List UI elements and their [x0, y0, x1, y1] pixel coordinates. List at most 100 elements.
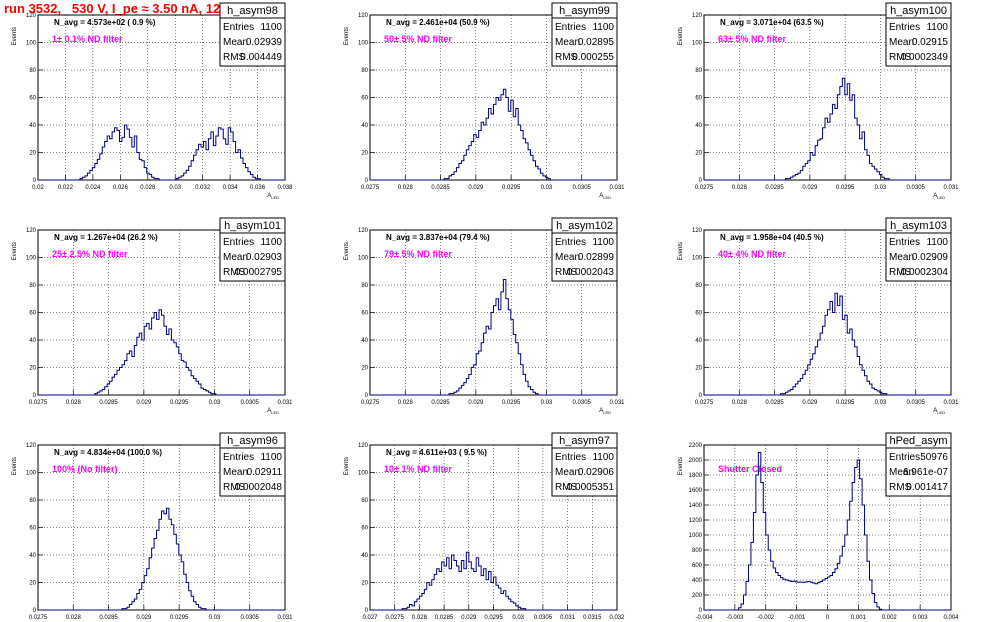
x-axis-title: ALED — [599, 408, 611, 415]
y-tick-label: 20 — [29, 581, 36, 587]
stats-value: 0.001417 — [906, 482, 948, 493]
x-tick-label: 0.0285 — [431, 400, 450, 406]
x-tick-label: 0.028 — [732, 185, 748, 191]
y-tick-label: 40 — [29, 553, 36, 559]
stats-label: Mean — [555, 252, 580, 263]
y-tick-label: 1800 — [689, 473, 703, 479]
filter-annotation: 79± 5% ND filter — [384, 249, 452, 259]
x-tick-label: 0.026 — [113, 185, 129, 191]
histogram-name: h_asym101 — [224, 220, 281, 232]
y-tick-label: 80 — [29, 68, 36, 74]
y-tick-label: 400 — [692, 578, 703, 584]
stats-value: 0.02903 — [246, 252, 283, 263]
stats-value: 0.0005351 — [567, 482, 615, 493]
histogram-panel: 0.0275 0.028 0.0285 0.029 0.0295 0.03 0.0305 0.… — [678, 2, 959, 200]
x-tick-label: 0.022 — [58, 185, 74, 191]
x-tick-label: 0.0295 — [502, 400, 521, 406]
histogram-series — [38, 309, 285, 396]
y-tick-label: 0 — [365, 608, 369, 614]
histogram-series — [704, 77, 951, 181]
x-tick-label: 0.0295 — [170, 615, 189, 621]
y-tick-label: 0 — [33, 608, 37, 614]
x-tick-label: 0.034 — [223, 185, 239, 191]
filter-annotation: Shutter Closed — [718, 464, 782, 474]
stats-label: Mean — [889, 37, 914, 48]
histogram-series — [704, 452, 951, 611]
x-tick-label: 0.001 — [851, 615, 867, 621]
x-tick-label: 0.024 — [85, 185, 101, 191]
stats-label: RMS — [223, 482, 246, 493]
y-tick-label: 0 — [365, 393, 369, 399]
stats-value: 6.961e-07 — [903, 467, 948, 478]
stats-value: 50976 — [920, 452, 948, 463]
y-tick-label: 120 — [26, 13, 37, 19]
n-avg-label: N_avg = 4.611e+03 ( 9.5 %) — [386, 448, 487, 457]
y-tick-label: 40 — [361, 338, 368, 344]
filter-annotation: 40± 4% ND filter — [718, 249, 786, 259]
y-tick-label: 40 — [29, 123, 36, 129]
stats-box — [219, 447, 286, 497]
y-tick-label: 0 — [365, 178, 369, 184]
x-tick-label: 0.0305 — [907, 400, 926, 406]
x-tick-label: 0.0315 — [583, 615, 602, 621]
stats-label: Mean — [889, 467, 914, 478]
histogram-panel: 0.0275 0.028 0.0285 0.029 0.0295 0.03 0.0305 0.… — [344, 2, 625, 200]
x-tick-label: 0.028 — [412, 615, 428, 621]
x-tick-label: 0.028 — [140, 185, 156, 191]
stats-value: 0.02909 — [912, 252, 949, 263]
stats-value: 0.02906 — [578, 467, 615, 478]
y-axis-title: Events — [12, 242, 18, 260]
x-tick-label: 0.0305 — [241, 400, 260, 406]
histogram-name: h_asym98 — [227, 5, 278, 17]
x-tick-label: 0.032 — [609, 615, 625, 621]
y-axis-title: Events — [12, 457, 18, 475]
n-avg-label: N_avg = 4.573e+02 ( 0.9 %) — [54, 18, 156, 27]
x-tick-label: 0.028 — [398, 400, 414, 406]
x-axis-title: ALED — [267, 193, 279, 200]
y-tick-label: 80 — [361, 283, 368, 289]
x-tick-label: 0.0305 — [573, 185, 592, 191]
x-tick-label: 0.03 — [512, 615, 524, 621]
x-tick-label: 0.0305 — [573, 400, 592, 406]
stats-label: RMS — [889, 52, 912, 63]
y-tick-label: 120 — [692, 13, 703, 19]
y-tick-label: 20 — [361, 151, 368, 157]
histogram-panel: 0.0275 0.028 0.0285 0.029 0.0295 0.03 0.0305 0.… — [678, 217, 959, 415]
x-axis-title: ALED — [267, 408, 279, 415]
y-tick-label: 120 — [358, 443, 369, 449]
x-tick-label: -0.002 — [757, 615, 775, 621]
stats-label: Mean — [555, 37, 580, 48]
y-tick-label: 800 — [692, 548, 703, 554]
stats-label: Entries — [555, 22, 586, 33]
stats-value: 0.004449 — [240, 52, 282, 63]
y-tick-label: 40 — [361, 553, 368, 559]
histogram-name: h_asym100 — [890, 5, 947, 17]
x-tick-label: 0.028 — [732, 400, 748, 406]
y-tick-label: 0 — [33, 393, 37, 399]
x-tick-label: 0.003 — [913, 615, 929, 621]
x-tick-label: 0.028 — [66, 400, 82, 406]
y-tick-label: 80 — [29, 283, 36, 289]
stats-value: 0.0002043 — [567, 267, 615, 278]
stats-box — [551, 447, 618, 497]
x-axis-title: ALED — [599, 193, 611, 200]
y-tick-label: 100 — [692, 41, 703, 47]
x-tick-label: 0.0285 — [99, 615, 118, 621]
x-tick-label: 0.0295 — [836, 185, 855, 191]
stats-value: 0.000255 — [572, 52, 614, 63]
stats-value: 0.0002795 — [235, 267, 283, 278]
y-tick-label: 20 — [695, 151, 702, 157]
stats-label: Entries — [889, 22, 920, 33]
x-tick-label: 0.029 — [136, 400, 152, 406]
x-tick-label: 0.029 — [461, 615, 477, 621]
stats-value: 0.02895 — [578, 37, 615, 48]
filter-annotation: 10± 1% ND filter — [384, 464, 452, 474]
y-tick-label: 40 — [29, 338, 36, 344]
x-tick-label: 0.004 — [943, 615, 959, 621]
y-tick-label: 100 — [26, 471, 37, 477]
x-tick-label: 0.031 — [943, 400, 959, 406]
y-tick-label: 60 — [361, 96, 368, 102]
y-tick-label: 60 — [29, 526, 36, 532]
y-tick-label: 20 — [695, 366, 702, 372]
stats-label: Entries — [555, 452, 586, 463]
